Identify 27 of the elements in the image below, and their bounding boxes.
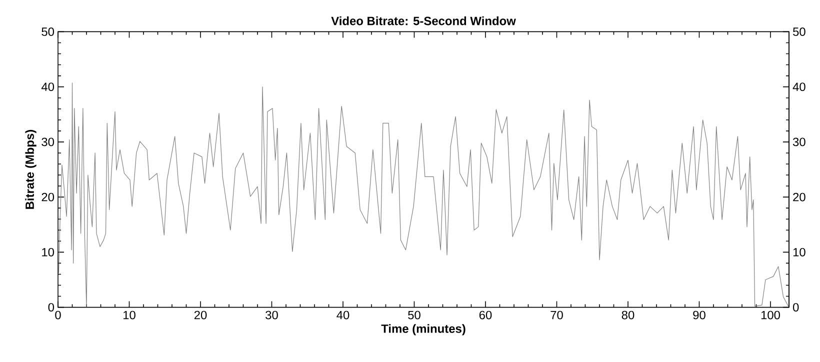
- y2-tick-label: 40: [792, 82, 806, 92]
- y2-tick-label: 30: [792, 138, 806, 146]
- y2-tick-label: 10: [793, 248, 806, 256]
- y2-tick-label: 0: [793, 303, 799, 312]
- x-tick-label: 0: [55, 310, 61, 320]
- y-tick-label: 20: [42, 192, 54, 202]
- x-tick-label: 40: [336, 310, 350, 320]
- x-axis-title: Time (minutes): [381, 324, 466, 336]
- chart-title: Video Bitrate: 5-Second Window: [331, 16, 516, 26]
- x-tick-label: 80: [622, 310, 634, 320]
- x-tick-label: 100: [761, 310, 780, 320]
- x-tick-label: 90: [693, 310, 706, 320]
- y2-tick-label: 50: [793, 27, 806, 36]
- y-tick-label: 10: [42, 248, 54, 256]
- y-axis-title: Bitrate (Mbps): [25, 130, 36, 209]
- y-tick-label: 0: [48, 303, 54, 312]
- line-series: [58, 82, 789, 308]
- x-tick-label: 20: [194, 310, 207, 320]
- y2-tick-label: 20: [793, 192, 806, 202]
- x-tick-label: 60: [479, 310, 492, 320]
- y-tick-label: 40: [41, 82, 54, 92]
- x-tick-label: 10: [124, 310, 136, 320]
- x-tick-label: 50: [408, 310, 420, 320]
- y-tick-label: 50: [42, 27, 54, 36]
- x-tick-label: 30: [266, 310, 278, 320]
- y-tick-label: 30: [42, 138, 54, 146]
- x-tick-label: 70: [550, 310, 563, 320]
